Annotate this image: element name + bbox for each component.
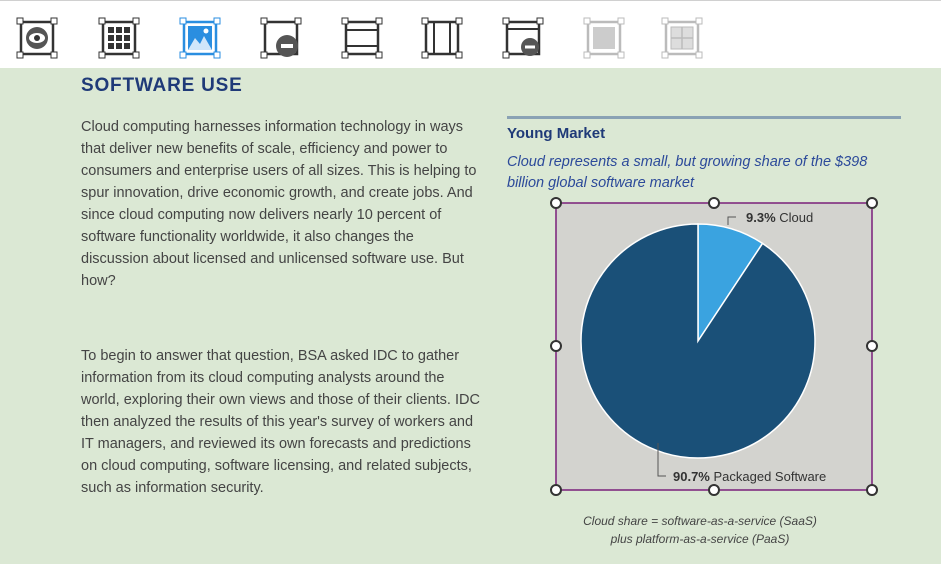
grid-icon[interactable] xyxy=(97,16,141,60)
paragraph-1: Cloud computing harnesses information te… xyxy=(81,119,477,289)
pie-slice-packaged-software xyxy=(580,223,816,459)
resize-handle-bottom-left[interactable] xyxy=(550,484,562,496)
cloud-leader-line xyxy=(727,216,736,225)
image-icon[interactable] xyxy=(178,16,222,60)
pie-chart[interactable]: 9.3% Cloud 90.7% Packaged Software xyxy=(540,195,890,500)
eye-icon[interactable] xyxy=(15,16,59,60)
caption-line-2: plus platform-as-a-service (PaaS) xyxy=(610,532,790,546)
caption-line-1: Cloud share = software-as-a-service (Saa… xyxy=(583,514,817,528)
grid-frame-icon[interactable] xyxy=(660,16,704,60)
chart-subtitle: Cloud represents a small, but growing sh… xyxy=(507,154,868,191)
resize-handle-right[interactable] xyxy=(866,340,878,352)
chart-caption: Cloud share = software-as-a-service (Saa… xyxy=(520,512,880,548)
toolbar xyxy=(0,0,941,68)
slice-label-cloud: 9.3% Cloud xyxy=(746,210,813,225)
paragraph-2: To begin to answer that question, BSA as… xyxy=(81,348,480,496)
slice-label-packaged: 90.7% Packaged Software xyxy=(673,469,826,484)
resize-handle-left[interactable] xyxy=(550,340,562,352)
packaged-leader-line xyxy=(657,443,666,477)
header-footer-frame-icon[interactable] xyxy=(340,16,384,60)
resize-handle-bottom-right[interactable] xyxy=(866,484,878,496)
resize-handle-top-right[interactable] xyxy=(866,197,878,209)
resize-handle-top-left[interactable] xyxy=(550,197,562,209)
window-remove-icon[interactable] xyxy=(501,16,545,60)
section-heading: SOFTWARE USE xyxy=(81,75,243,96)
frame-remove-icon[interactable] xyxy=(259,16,303,60)
fill-frame-icon[interactable] xyxy=(582,16,626,60)
resize-handle-top[interactable] xyxy=(708,197,720,209)
chart-title: Young Market xyxy=(507,125,606,142)
chart-divider xyxy=(507,116,901,119)
resize-handle-bottom[interactable] xyxy=(708,484,720,496)
selection-frame[interactable] xyxy=(550,197,878,496)
columns-frame-icon[interactable] xyxy=(420,16,464,60)
